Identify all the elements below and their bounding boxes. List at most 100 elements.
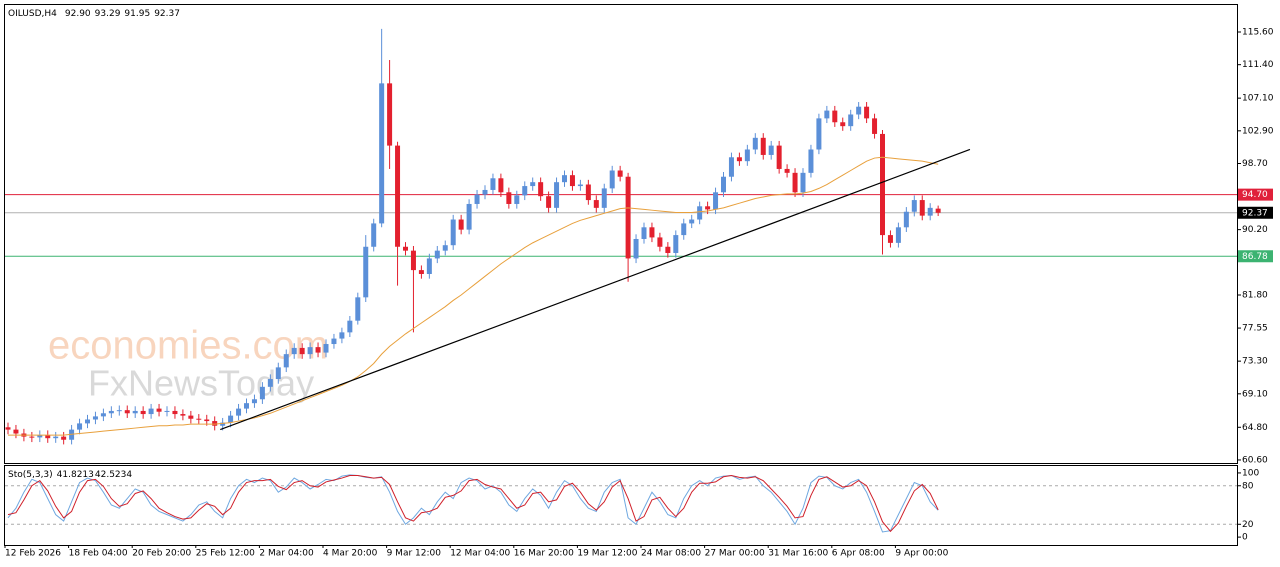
x-tick-label: 31 Mar 16:00 (768, 549, 828, 559)
ohlc-label: 92.90 (65, 9, 91, 19)
y-tick-label: 20 (1242, 520, 1254, 530)
y-tick-label: 81.80 (1242, 291, 1268, 301)
y-tick-label: 107.10 (1242, 94, 1274, 104)
candle-body (172, 410, 178, 415)
y-tick-label: 0 (1242, 533, 1248, 543)
candle-body (124, 410, 130, 414)
candle-body (872, 118, 878, 134)
candle-body (625, 176, 631, 259)
y-tick-label: 77.55 (1242, 324, 1268, 334)
candle-body (108, 410, 114, 414)
candle-body (585, 184, 591, 201)
y-tick-label: 102.90 (1242, 126, 1274, 136)
oscillator-panel (4, 465, 1238, 546)
indicator-value: 41.8213 (57, 470, 94, 480)
x-tick-label: 12 Feb 2026 (5, 549, 61, 559)
y-tick-label: 115.60 (1242, 28, 1274, 38)
candle-body (482, 189, 488, 195)
candle-body (911, 200, 917, 212)
candle-body (816, 118, 822, 150)
candle-body (665, 246, 671, 253)
candle-body (251, 399, 257, 404)
candle-body (291, 347, 297, 355)
indicator-value: 42.5234 (95, 470, 132, 480)
candle-body (506, 192, 512, 204)
candle-body (721, 176, 726, 193)
candle-body (283, 354, 289, 368)
candle-body (387, 83, 393, 146)
indicator-name: Sto(5,3,3) (8, 470, 53, 480)
candle-body (697, 206, 703, 220)
candle-body (371, 223, 377, 247)
candle-body (299, 347, 305, 355)
x-tick-label: 25 Feb 12:00 (196, 549, 255, 559)
x-tick-label: 2 Mar 04:00 (259, 549, 314, 559)
candle-body (204, 419, 210, 422)
candle-body (196, 418, 202, 420)
candle-body (395, 145, 401, 247)
candle-body (641, 227, 647, 239)
candle-body (29, 436, 35, 438)
candle-body (331, 338, 337, 345)
candle-body (824, 110, 830, 119)
candle-body (5, 427, 11, 430)
candle-body (315, 347, 321, 353)
candle-body (37, 435, 43, 438)
candle-body (180, 414, 186, 416)
x-tick-label: 20 Feb 20:00 (132, 549, 191, 559)
y-tick-label: 60.60 (1242, 455, 1268, 465)
y-tick-label: 100 (1242, 468, 1259, 478)
candle-body (236, 408, 242, 416)
candle-body (228, 415, 234, 423)
candle-body (657, 237, 663, 247)
candle-body (546, 196, 552, 208)
x-tick-label: 9 Apr 00:00 (895, 549, 948, 559)
x-tick-label: 18 Feb 04:00 (69, 549, 128, 559)
candle-body (442, 245, 448, 251)
candle-body (689, 219, 695, 224)
candle-body (347, 320, 353, 333)
candle-body (466, 203, 472, 230)
candle-body (593, 200, 599, 208)
candle-body (474, 194, 480, 204)
candle-body (705, 206, 711, 210)
level-label-box (1238, 188, 1273, 201)
candle-body (156, 408, 162, 412)
candle-body (140, 410, 146, 415)
ohlc-label: 93.29 (95, 9, 121, 19)
candle-body (880, 133, 885, 236)
candle-body (609, 170, 615, 189)
trendline (220, 148, 971, 431)
y-tick-label: 98.70 (1242, 159, 1268, 169)
level-label-box (1238, 250, 1273, 263)
y-tick-label: 90.20 (1242, 225, 1268, 235)
candle-body (776, 145, 782, 169)
candle-body (100, 413, 106, 417)
x-tick-label: 6 Apr 08:00 (832, 549, 885, 559)
bid-label-box (1238, 206, 1273, 219)
x-tick-label: 19 Mar 12:00 (577, 549, 637, 559)
candle-body (363, 246, 369, 298)
candle-body (530, 182, 536, 187)
candle-body (649, 227, 655, 238)
candle-body (713, 192, 719, 210)
x-tick-label: 9 Mar 12:00 (387, 549, 442, 559)
oscillator-line (7, 474, 939, 533)
candle-body (832, 110, 838, 123)
candle-body (864, 106, 870, 119)
candle-body (784, 168, 790, 173)
x-tick-label: 16 Mar 20:00 (514, 549, 574, 559)
candle-body (577, 184, 583, 187)
candle-body (307, 347, 313, 355)
candle-body (323, 344, 329, 353)
candle-body (498, 178, 504, 193)
candle-body (164, 410, 170, 412)
candle-body (601, 188, 607, 208)
candle-body (379, 83, 385, 224)
y-tick-label: 69.10 (1242, 389, 1268, 399)
candle-body (927, 207, 933, 216)
candle-body (212, 421, 218, 426)
candle-body (569, 175, 575, 187)
x-tick-label: 27 Mar 00:00 (705, 549, 765, 559)
